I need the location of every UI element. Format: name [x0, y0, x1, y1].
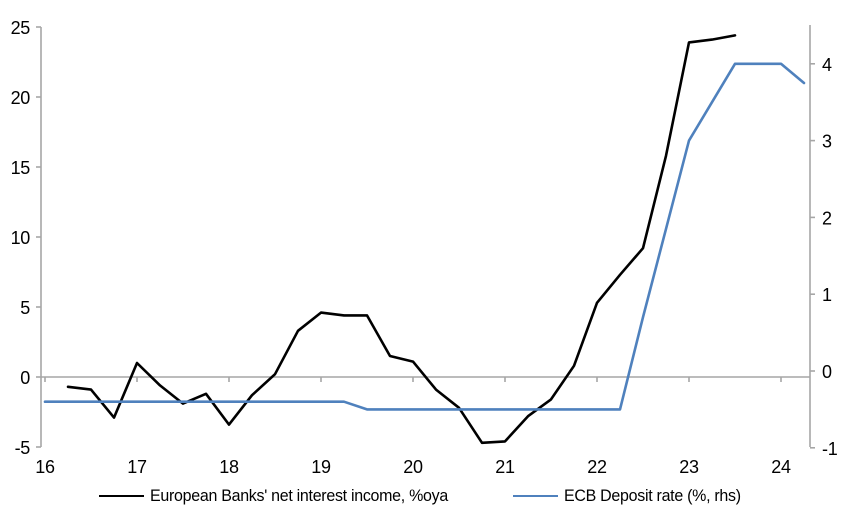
x-axis-tick-label-20: 20 — [403, 457, 423, 477]
legend-item-ecb: ECB Deposit rate (%, rhs) — [513, 486, 752, 506]
left-axis-tick-label-25: 25 — [11, 18, 31, 38]
legend-item-nii: European Banks' net interest income, %oy… — [99, 486, 467, 506]
right-axis-tick-label-4: 4 — [822, 55, 832, 75]
x-axis-tick-label-23: 23 — [679, 457, 699, 477]
x-axis-tick-label-18: 18 — [219, 457, 239, 477]
ecb-series-line — [43, 62, 806, 411]
right-axis-tick-label--1: -1 — [822, 439, 838, 459]
right-axis-tick-label-0: 0 — [822, 362, 832, 382]
x-axis-tick-label-16: 16 — [35, 457, 55, 477]
left-axis-tick-label-5: 5 — [20, 298, 30, 318]
right-axis-tick-label-2: 2 — [822, 208, 832, 228]
x-axis-tick-label-24: 24 — [771, 457, 791, 477]
right-axis-tick-label-1: 1 — [822, 285, 832, 305]
left-axis-tick-label-20: 20 — [11, 88, 31, 108]
right-axis — [809, 25, 815, 449]
right-axis-tick-label-3: 3 — [822, 132, 832, 152]
x-axis-tick-label-19: 19 — [311, 457, 331, 477]
left-axis-tick-label-0: 0 — [20, 368, 30, 388]
left-axis-tick-label-15: 15 — [11, 158, 31, 178]
legend-label-ecb: ECB Deposit rate (%, rhs) — [564, 486, 742, 505]
legend-label-nii: European Banks' net interest income, %oy… — [150, 486, 449, 505]
x-axis-tick-label-17: 17 — [127, 457, 147, 477]
x-axis-tick-label-21: 21 — [495, 457, 515, 477]
nii-series-line — [66, 34, 737, 445]
chart-legend: European Banks' net interest income, %oy… — [0, 486, 852, 506]
ecb-line-sample-icon — [513, 495, 559, 497]
x-axis-tick-label-22: 22 — [587, 457, 607, 477]
left-axis — [36, 26, 42, 448]
left-axis-tick-label--5: -5 — [15, 438, 31, 458]
left-axis-tick-label-10: 10 — [11, 228, 31, 248]
nii-line-sample-icon — [99, 495, 145, 497]
